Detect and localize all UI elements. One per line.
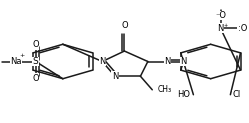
Text: O: O xyxy=(15,57,22,66)
Text: ⁻O: ⁻O xyxy=(215,11,226,20)
Text: N: N xyxy=(180,57,187,66)
Text: +: + xyxy=(224,23,228,28)
Text: CH₃: CH₃ xyxy=(157,85,171,94)
Text: N: N xyxy=(217,24,224,33)
Text: HO: HO xyxy=(177,90,190,99)
Text: N: N xyxy=(180,57,187,66)
Text: O: O xyxy=(32,74,39,83)
Text: N: N xyxy=(112,72,118,81)
Text: O: O xyxy=(32,40,39,49)
Text: +: + xyxy=(20,54,25,58)
Text: S: S xyxy=(33,57,39,66)
Text: N: N xyxy=(99,57,105,66)
Text: N: N xyxy=(164,57,171,66)
Text: :O: :O xyxy=(238,24,247,33)
Text: Cl: Cl xyxy=(233,90,241,99)
Text: O: O xyxy=(121,21,128,30)
Text: Na: Na xyxy=(10,57,22,66)
